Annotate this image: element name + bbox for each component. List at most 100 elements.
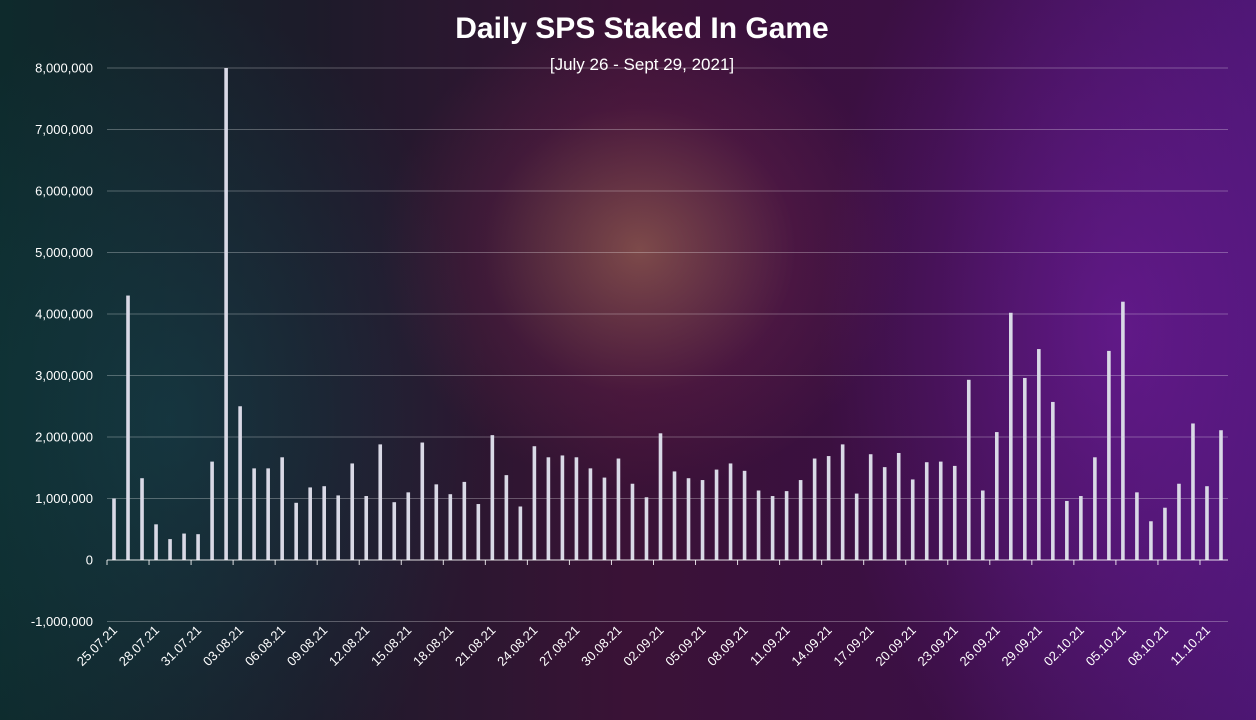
x-tick-label: 29.09.21 [999, 623, 1045, 669]
bar-18.09.21 [882, 467, 887, 560]
bar-05.10.21 [1121, 301, 1125, 560]
bar-05.08.21 [266, 468, 270, 560]
bar-13.09.21 [812, 458, 817, 560]
bar-28.08.21 [588, 468, 593, 560]
bar-02.10.21 [1079, 496, 1083, 560]
bar-10.08.21 [336, 495, 341, 560]
y-tick-label: 1,000,000 [35, 491, 93, 506]
x-axis [106, 559, 1228, 565]
bar-05.09.21 [700, 480, 705, 560]
bar-21.08.21 [490, 435, 495, 560]
bar-02.08.21 [224, 68, 228, 560]
x-tick-label: 23.09.21 [914, 623, 960, 669]
y-tick-label: 0 [86, 553, 93, 568]
bar-25.07.21 [112, 498, 116, 560]
bar-22.09.21 [938, 461, 943, 560]
bar-29.09.21 [1037, 349, 1041, 560]
bar-23.09.21 [952, 465, 957, 560]
x-tick-label: 26.09.21 [957, 623, 1003, 669]
bar-08.09.21 [742, 470, 747, 560]
x-tick-label: 11.09.21 [747, 623, 793, 669]
bar-07.08.21 [294, 502, 298, 560]
x-tick-label: 14.09.21 [788, 623, 834, 669]
bar-29.07.21 [168, 539, 172, 560]
bar-20.09.21 [910, 479, 915, 560]
chart-subtitle: [July 26 - Sept 29, 2021] [550, 55, 734, 74]
x-tick-label: 12.08.21 [326, 623, 372, 669]
bar-10.09.21 [770, 496, 775, 560]
bar-30.07.21 [182, 533, 186, 560]
bar-15.09.21 [840, 444, 845, 560]
x-tick-label: 21.08.21 [452, 623, 498, 669]
bar-03.09.21 [672, 471, 677, 560]
bar-25.08.21 [546, 457, 551, 560]
x-tick-label: 18.08.21 [410, 623, 456, 669]
bar-07.10.21 [1149, 521, 1153, 560]
x-tick-label: 17.09.21 [830, 623, 876, 669]
bar-09.08.21 [322, 486, 326, 560]
bar-12.08.21 [364, 496, 369, 560]
bar-24.09.21 [966, 379, 971, 560]
x-tick-label: 15.08.21 [368, 623, 414, 669]
bar-22.08.21 [504, 475, 509, 560]
bar-02.09.21 [658, 433, 663, 560]
bar-30.09.21 [1051, 401, 1055, 560]
bar-12.09.21 [798, 480, 803, 560]
bar-16.09.21 [854, 493, 859, 560]
bar-10.10.21 [1191, 423, 1195, 560]
bar-06.10.21 [1135, 492, 1139, 560]
bar-27.07.21 [140, 478, 144, 560]
bar-30.08.21 [616, 458, 621, 560]
x-tick-label: 24.08.21 [494, 623, 540, 669]
bar-20.08.21 [476, 504, 481, 560]
bar-29.08.21 [602, 477, 607, 560]
x-tick-label: 25.07.21 [74, 623, 120, 669]
bar-04.10.21 [1107, 350, 1111, 560]
x-tick-label: 06.08.21 [242, 623, 288, 669]
bar-09.10.21 [1177, 483, 1181, 560]
bar-15.08.21 [406, 492, 411, 560]
x-tick-label: 05.09.21 [662, 623, 708, 669]
bar-12.10.21 [1219, 430, 1223, 560]
bar-06.08.21 [280, 457, 284, 560]
bars [112, 68, 1223, 560]
bar-27.08.21 [574, 457, 579, 560]
bar-08.10.21 [1163, 507, 1167, 560]
x-tick-label: 02.09.21 [620, 623, 666, 669]
bar-14.08.21 [392, 502, 397, 560]
bar-27.09.21 [1009, 312, 1013, 560]
y-tick-label: 6,000,000 [35, 184, 93, 199]
bar-18.08.21 [448, 494, 453, 560]
x-tick-label: 09.08.21 [284, 623, 330, 669]
gridlines [107, 67, 1228, 622]
x-tick-label: 08.09.21 [704, 623, 750, 669]
y-tick-label: 8,000,000 [35, 61, 93, 76]
x-tick-label: 11.10.21 [1167, 623, 1213, 669]
x-tick-label: 31.07.21 [158, 623, 204, 669]
y-tick-label: 5,000,000 [35, 245, 93, 260]
bar-28.07.21 [154, 524, 158, 560]
bar-26.07.21 [126, 295, 130, 560]
x-tick-label: 03.08.21 [200, 623, 246, 669]
bar-19.09.21 [896, 452, 901, 560]
x-axis-ticks: 25.07.2128.07.2131.07.2103.08.2106.08.21… [74, 623, 1213, 669]
bar-26.08.21 [560, 455, 565, 560]
bar-01.10.21 [1065, 500, 1069, 560]
y-tick-label: 2,000,000 [35, 430, 93, 445]
bar-23.08.21 [518, 506, 523, 560]
x-tick-label: 02.10.21 [1041, 623, 1087, 669]
bar-01.09.21 [644, 497, 649, 560]
bar-25.09.21 [980, 490, 985, 560]
y-tick-label: 3,000,000 [35, 368, 93, 383]
bar-01.08.21 [210, 461, 214, 560]
bar-11.10.21 [1205, 486, 1209, 560]
bar-24.08.21 [532, 446, 537, 560]
bar-13.08.21 [378, 444, 383, 560]
x-tick-label: 27.08.21 [536, 623, 582, 669]
bar-04.08.21 [252, 468, 256, 560]
bar-08.08.21 [308, 487, 312, 560]
y-tick-label: -1,000,000 [31, 614, 93, 629]
bar-03.08.21 [238, 406, 242, 560]
chart-title: Daily SPS Staked In Game [455, 12, 829, 45]
